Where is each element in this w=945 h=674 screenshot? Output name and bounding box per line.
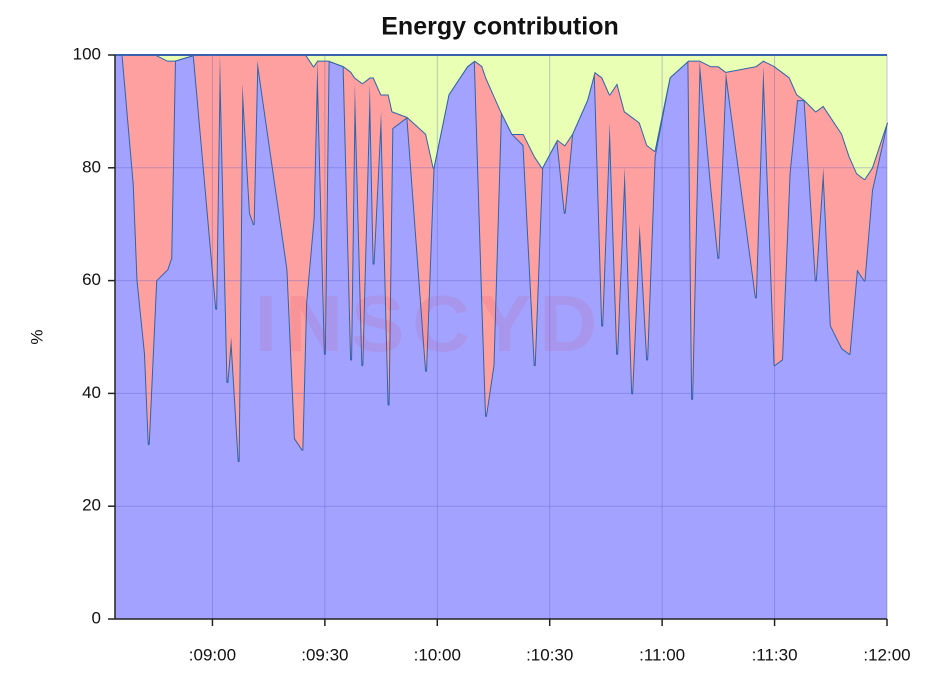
y-tick-label: 0	[92, 608, 101, 627]
x-tick-label: :12:00	[863, 645, 910, 664]
x-tick-label: :10:00	[414, 645, 461, 664]
x-tick-label: :11:00	[639, 645, 685, 664]
x-tick-label: :11:30	[752, 645, 798, 664]
watermark: INSCYD	[255, 279, 605, 368]
x-tick-label: :09:00	[189, 645, 236, 664]
y-tick-label: 20	[82, 496, 101, 515]
area	[115, 55, 887, 462]
area	[115, 55, 887, 619]
x-tick-label: :10:30	[526, 645, 573, 664]
y-tick-label: 40	[82, 383, 101, 402]
x-tick-label: :09:30	[301, 645, 348, 664]
y-axis-label: %	[27, 329, 46, 344]
y-tick-label: 100	[73, 44, 101, 63]
chart-title: Energy contribution	[381, 13, 619, 41]
area	[115, 55, 887, 180]
y-tick-label: 60	[82, 270, 101, 289]
y-tick-label: 80	[82, 157, 101, 176]
